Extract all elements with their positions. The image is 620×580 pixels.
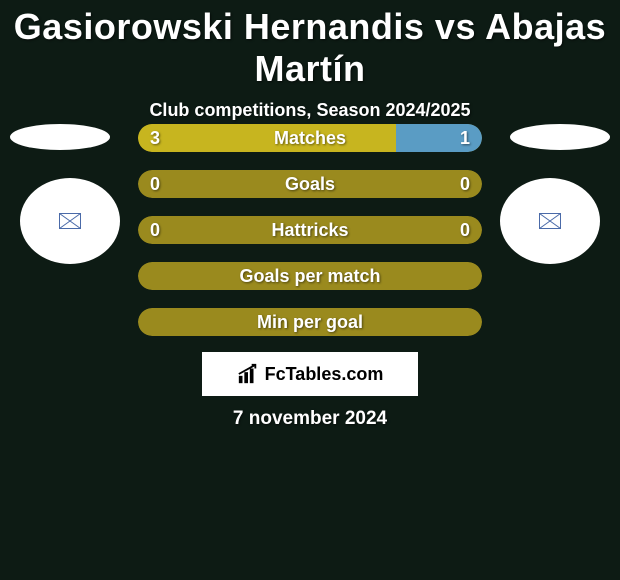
stat-bar: Hattricks0 0 xyxy=(138,216,482,244)
stat-bar: Goals per match xyxy=(138,262,482,290)
flag-ellipse-left xyxy=(10,124,110,150)
stat-bar: Goals0 0 xyxy=(138,170,482,198)
stat-bar-value-right: 1 xyxy=(460,124,470,152)
player-badge-right xyxy=(500,178,600,264)
stat-bar-value-left: 0 xyxy=(150,216,160,244)
stat-bar-label: Goals xyxy=(138,170,482,198)
badge-placeholder-icon xyxy=(539,213,561,229)
stat-bar-label: Min per goal xyxy=(138,308,482,336)
stat-bar-value-right: 0 xyxy=(460,216,470,244)
stat-bar-label: Goals per match xyxy=(138,262,482,290)
player-badge-left xyxy=(20,178,120,264)
stat-bar-label: Hattricks xyxy=(138,216,482,244)
stat-bar-value-left: 3 xyxy=(150,124,160,152)
badge-placeholder-icon xyxy=(59,213,81,229)
page-subtitle: Club competitions, Season 2024/2025 xyxy=(0,100,620,121)
date-label: 7 november 2024 xyxy=(0,408,620,430)
site-logo: FcTables.com xyxy=(202,352,418,396)
page-title: Gasiorowski Hernandis vs Abajas Martín xyxy=(0,0,620,90)
stat-bar: Matches3 1 xyxy=(138,124,482,152)
infographic-root: Gasiorowski Hernandis vs Abajas Martín C… xyxy=(0,0,620,580)
flag-ellipse-right xyxy=(510,124,610,150)
stat-bar-value-right: 0 xyxy=(460,170,470,198)
stat-bar-value-left: 0 xyxy=(150,170,160,198)
stat-bars: Matches31Goals00Hattricks00Goals per mat… xyxy=(138,124,482,354)
stat-bar-label: Matches xyxy=(138,124,482,152)
stat-bar: Min per goal xyxy=(138,308,482,336)
bar-chart-icon xyxy=(237,363,259,385)
site-logo-text: FcTables.com xyxy=(265,364,384,385)
